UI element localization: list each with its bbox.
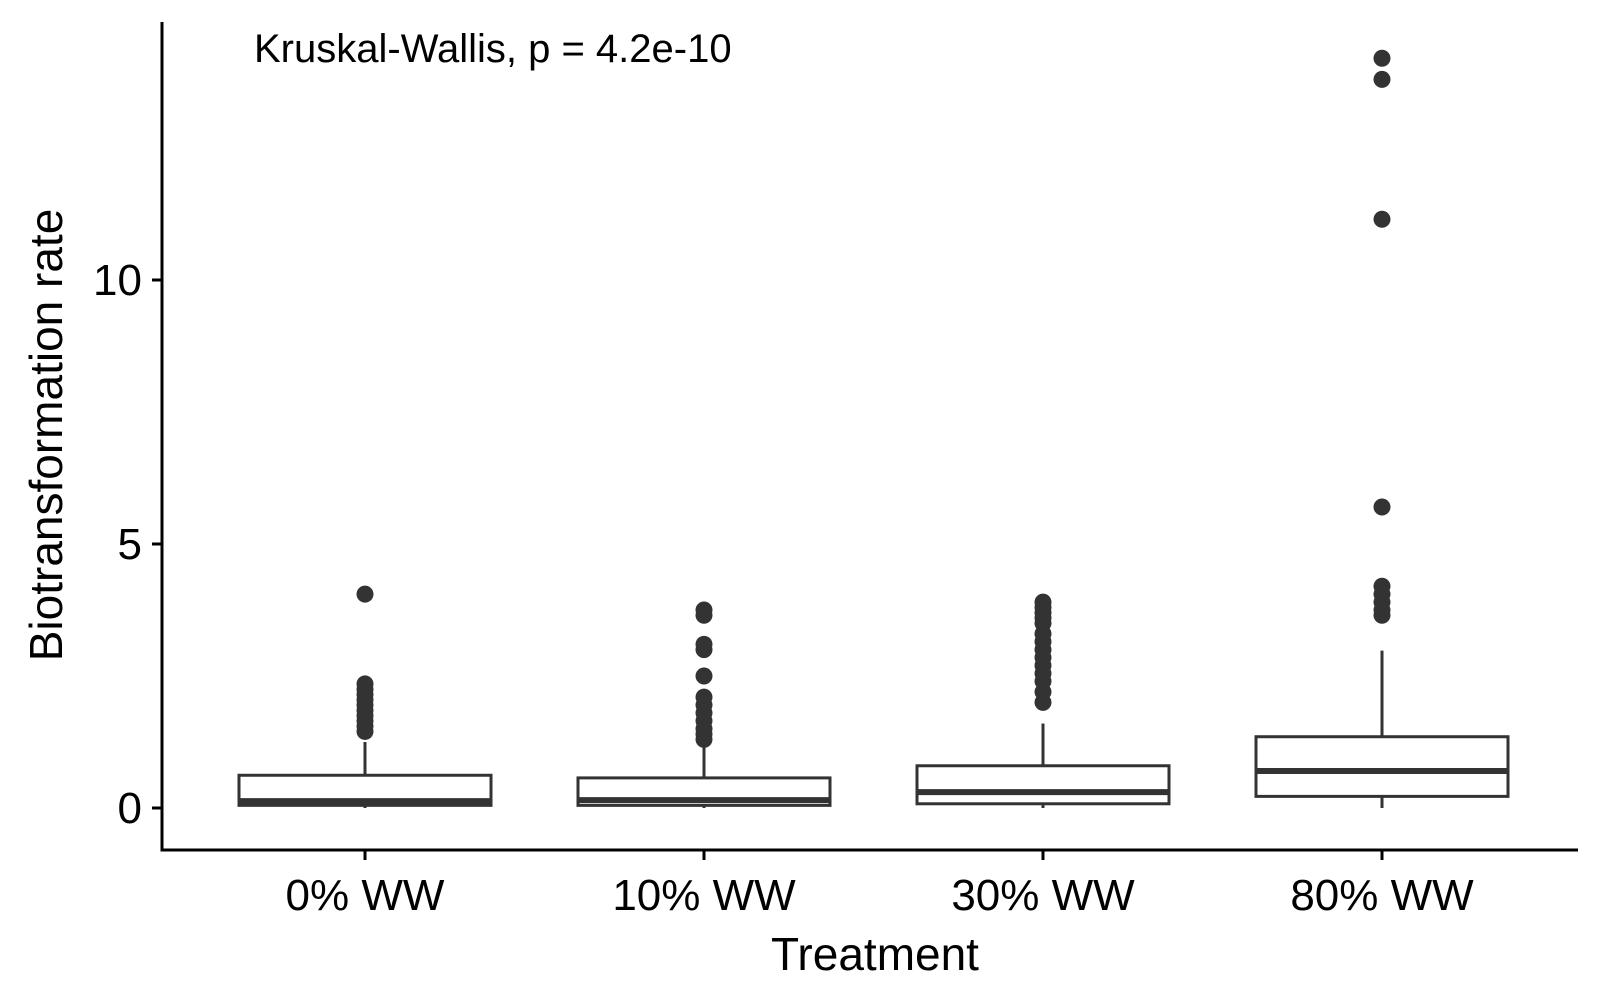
outlier-point-10-ww-12 bbox=[695, 730, 713, 748]
y-tick-label-10: 10 bbox=[93, 256, 142, 305]
x-tick-label-0-ww: 0% WW bbox=[286, 871, 445, 920]
x-tick-label-10-ww: 10% WW bbox=[612, 871, 796, 920]
outlier-point-10-ww-5 bbox=[695, 667, 713, 685]
y-tick-label-5: 5 bbox=[118, 520, 142, 569]
outlier-point-0-ww-1 bbox=[356, 585, 374, 603]
outliers-layer bbox=[356, 49, 1391, 748]
outlier-point-30-ww-14 bbox=[1034, 693, 1052, 711]
boxes-layer bbox=[237, 650, 1510, 808]
outlier-point-10-ww-4 bbox=[695, 641, 713, 659]
y-axis-title: Biotransformation rate bbox=[20, 209, 72, 662]
outlier-point-80-ww-4 bbox=[1373, 498, 1391, 516]
y-tick-label-0: 0 bbox=[118, 784, 142, 833]
iqr-box-30-ww bbox=[915, 764, 1171, 806]
box-80-ww bbox=[1254, 650, 1510, 808]
x-tick-label-30-ww: 30% WW bbox=[951, 871, 1135, 920]
outlier-point-80-ww-2 bbox=[1373, 70, 1391, 88]
iqr-box-80-ww bbox=[1254, 735, 1510, 798]
outlier-point-0-ww-11 bbox=[356, 722, 374, 740]
outlier-point-80-ww-9 bbox=[1373, 606, 1391, 624]
box-30-ww bbox=[915, 723, 1171, 808]
x-axis-title: Treatment bbox=[771, 928, 979, 980]
axes-layer: 0 5 10 0% WW 10% WW 30% WW 80% WW bbox=[93, 22, 1578, 920]
outlier-point-80-ww-1 bbox=[1373, 49, 1391, 67]
test-annotation: Kruskal-Wallis, p = 4.2e-10 bbox=[254, 27, 732, 71]
box-10-ww bbox=[576, 744, 832, 808]
outlier-point-10-ww-2 bbox=[695, 606, 713, 624]
x-tick-label-80-ww: 80% WW bbox=[1290, 871, 1474, 920]
outlier-point-80-ww-3 bbox=[1373, 210, 1391, 228]
box-0-ww bbox=[237, 742, 493, 808]
